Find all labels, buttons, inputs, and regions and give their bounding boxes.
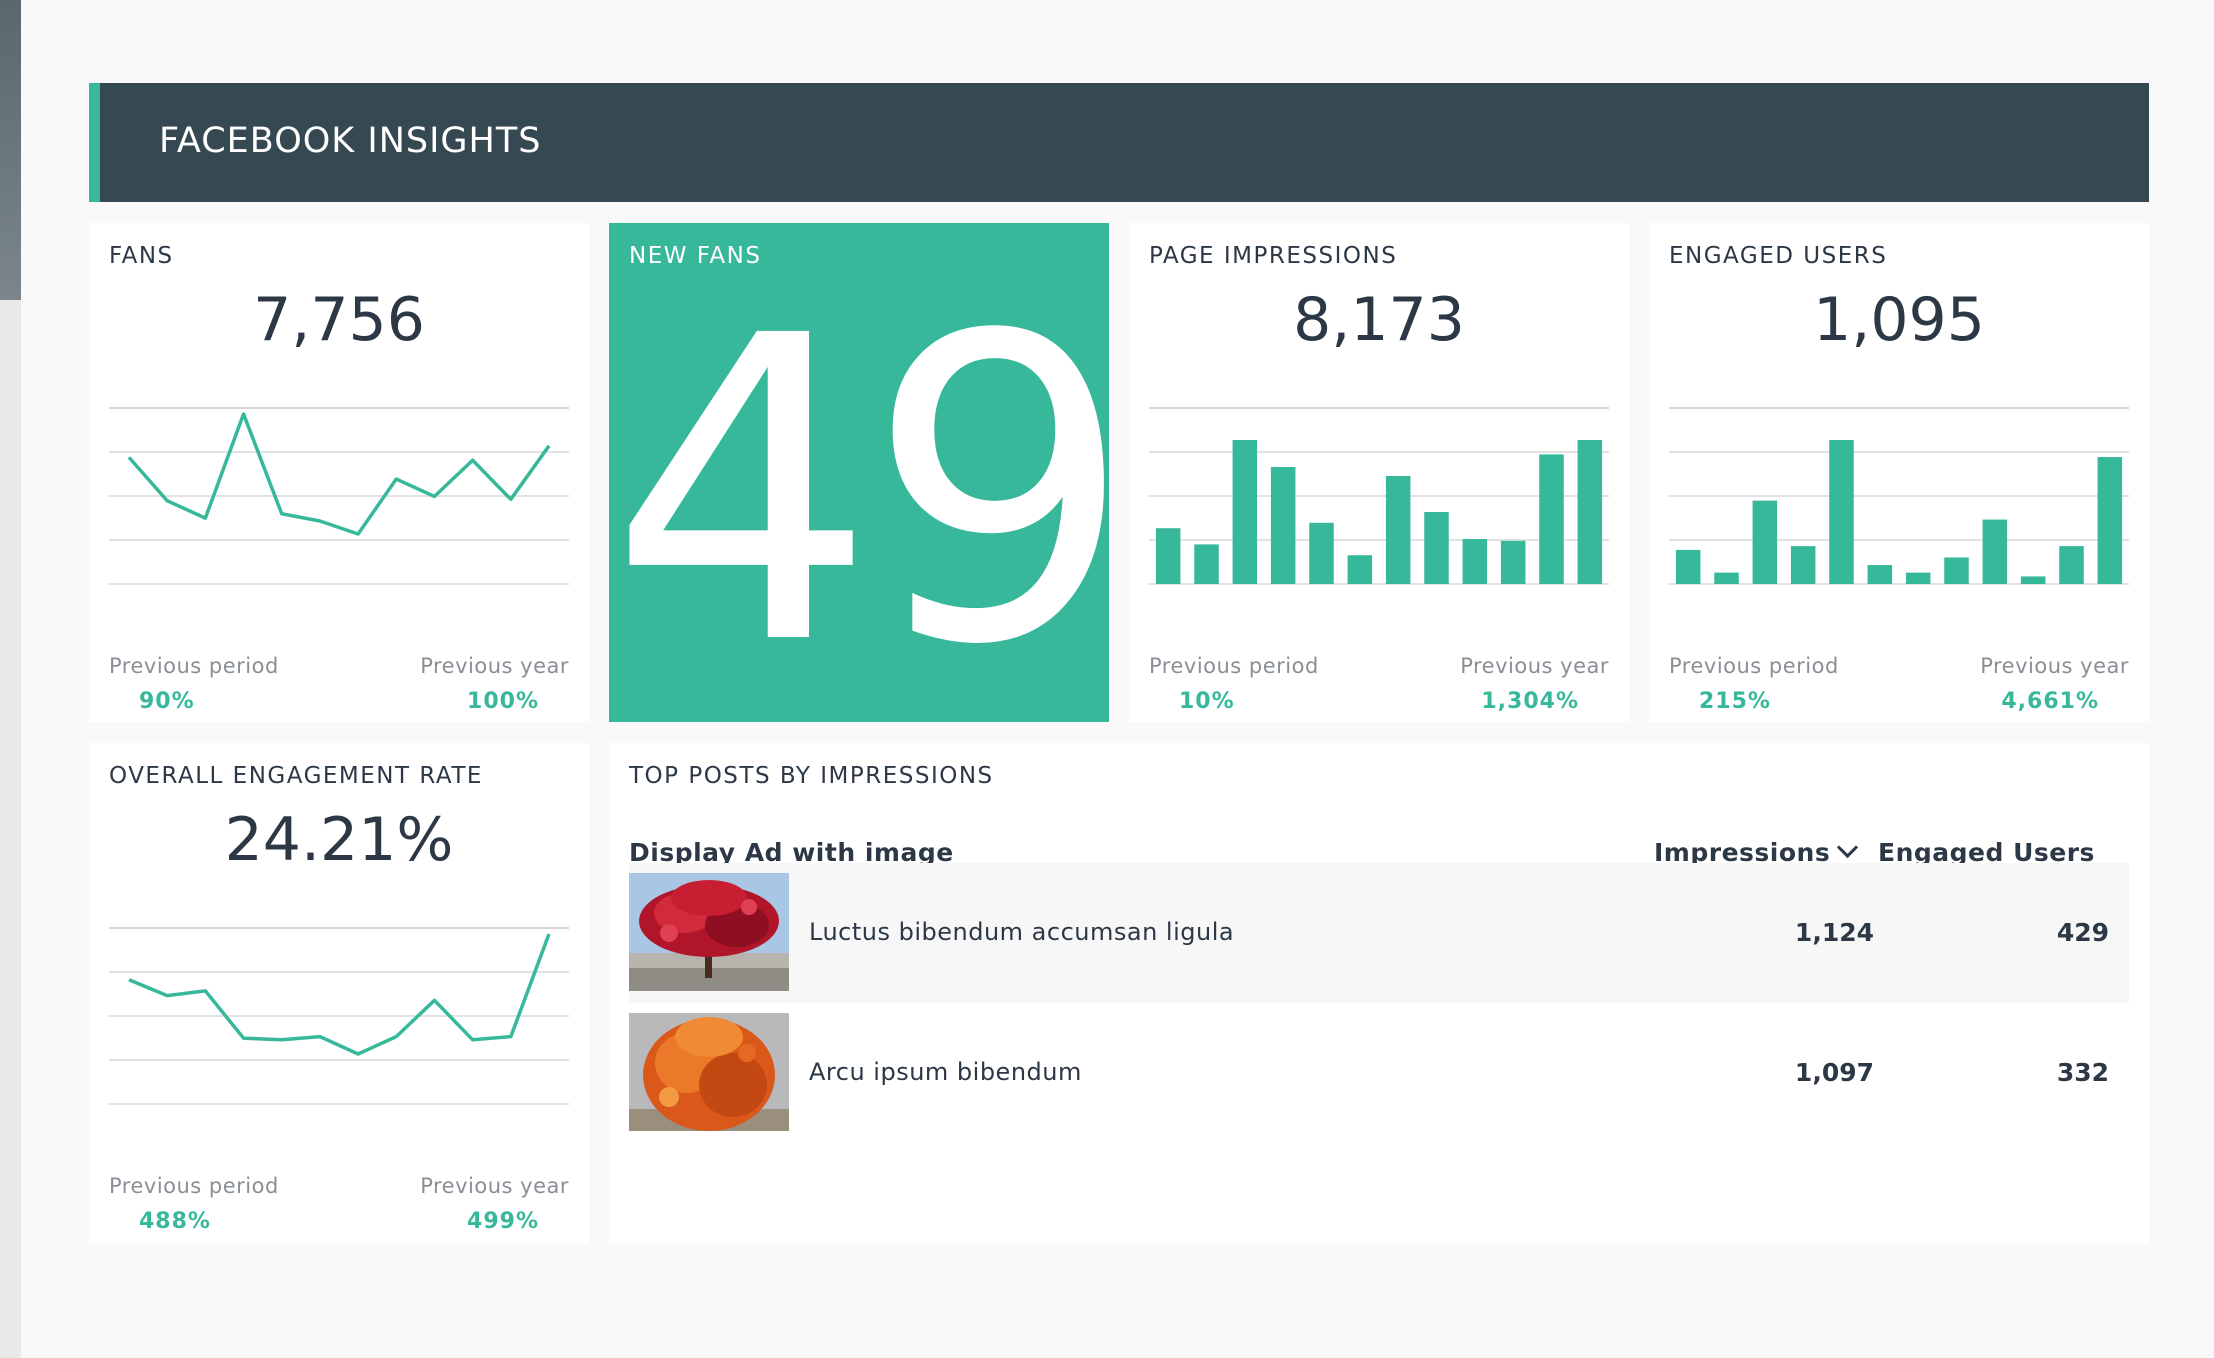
page-impressions-bar-chart [1149, 406, 1609, 586]
fans-series-line [127, 412, 551, 536]
top-posts-card: TOP POSTS BY IMPRESSIONS Display Ad with… [609, 743, 2149, 1243]
page_impressions-bar-0 [1155, 528, 1181, 584]
new-fans-value: 49 [609, 248, 1133, 737]
page-impressions-value: 8,173 [1293, 285, 1465, 355]
engaged_users-bar-0 [1675, 549, 1701, 584]
page_impressions-bar-3 [1270, 467, 1296, 584]
engaged-users-prev-year-label: Previous year [1980, 654, 2129, 678]
impressions-column-header[interactable]: Impressions [1654, 836, 1859, 867]
engaged-users-prev-period-value: 215% [1699, 689, 1771, 714]
post-column-header: Display Ad with image [629, 838, 954, 867]
engaged_users-bar-2 [1752, 500, 1778, 584]
page-title: FACEBOOK INSIGHTS [159, 121, 542, 161]
engaged_users-bar-8 [1982, 519, 2008, 584]
new-fans-card: NEW FANS 49 [609, 223, 1133, 737]
engaged-users-title: ENGAGED USERS [1669, 243, 1888, 269]
chevron-down-icon[interactable] [1837, 836, 1859, 859]
fans-card: FANS 7,756 Previous period Previous year… [89, 223, 589, 722]
engaged-users-value: 1,095 [1813, 285, 1985, 355]
post-impressions: 1,097 [1794, 1058, 1874, 1087]
page-impressions-prev-period-value: 10% [1179, 689, 1235, 714]
page_impressions-bar-4 [1309, 522, 1334, 584]
post-engaged-users: 429 [2056, 918, 2109, 947]
page-impressions-title: PAGE IMPRESSIONS [1149, 243, 1398, 269]
page_impressions-bar-10 [1539, 454, 1564, 584]
top-posts-title: TOP POSTS BY IMPRESSIONS [629, 763, 994, 789]
table-row[interactable]: Arcu ipsum bibendum 1,097 332 [629, 1003, 2129, 1143]
page_impressions-bar-6 [1385, 476, 1411, 584]
scrollbar-thumb[interactable] [0, 0, 21, 300]
engagement-rate-line-chart [109, 926, 569, 1106]
fans-prev-year-label: Previous year [420, 654, 569, 678]
engaged-users-prev-period-label: Previous period [1669, 654, 1839, 678]
fans-prev-period-value: 90% [139, 689, 195, 714]
page_impressions-bar-8 [1462, 539, 1488, 584]
post-thumbnail [629, 873, 789, 991]
post-impressions: 1,124 [1794, 918, 1874, 947]
engagement_rate-series-line [128, 933, 551, 1056]
page-impressions-card: PAGE IMPRESSIONS 8,173 Previous period P… [1129, 223, 1629, 722]
impressions-column-label: Impressions [1654, 838, 1831, 867]
left-scrollbar[interactable] [0, 0, 21, 1358]
page-impressions-prev-year-value: 1,304% [1481, 689, 1579, 714]
fans-prev-period-label: Previous period [109, 654, 279, 678]
post-text: Luctus bibendum accumsan ligula [809, 918, 1235, 946]
engaged-users-bar-chart [1669, 406, 2129, 586]
engagement-rate-prev-year-value: 499% [467, 1209, 539, 1234]
engaged-users-card: ENGAGED USERS 1,095 Previous period Prev… [1649, 223, 2149, 722]
engagement-rate-value: 24.21% [224, 805, 454, 875]
engaged-users-column-header: Engaged Users [1878, 838, 2095, 867]
engaged_users-bar-1 [1714, 572, 1739, 584]
page-impressions-prev-year-label: Previous year [1460, 654, 1609, 678]
engaged_users-bar-10 [2059, 546, 2084, 584]
fans-line-chart [109, 406, 569, 586]
page-impressions-prev-period-label: Previous period [1149, 654, 1319, 678]
engagement-rate-prev-period-value: 488% [139, 1209, 211, 1234]
engagement-rate-prev-year-label: Previous year [420, 1174, 569, 1198]
engagement-rate-title: OVERALL ENGAGEMENT RATE [109, 763, 483, 789]
fans-title: FANS [109, 243, 174, 269]
page_impressions-bar-5 [1347, 555, 1373, 584]
engaged_users-bar-7 [1944, 557, 1969, 584]
engagement-rate-card: OVERALL ENGAGEMENT RATE 24.21% Previous … [89, 743, 589, 1243]
fans-prev-year-value: 100% [467, 689, 539, 714]
page_impressions-bar-11 [1577, 440, 1603, 584]
engaged-users-prev-year-value: 4,661% [2001, 689, 2099, 714]
engaged_users-bar-4 [1829, 440, 1854, 584]
engaged_users-bar-9 [2020, 576, 2046, 584]
engaged_users-bar-6 [1905, 572, 1931, 584]
post-engaged-users: 332 [2056, 1058, 2109, 1087]
page_impressions-bar-9 [1500, 540, 1526, 584]
engagement-rate-prev-period-label: Previous period [109, 1174, 279, 1198]
page_impressions-bar-1 [1194, 544, 1219, 584]
engaged_users-bar-11 [2097, 457, 2123, 584]
engaged_users-bar-5 [1867, 565, 1893, 584]
new-fans-title: NEW FANS [629, 243, 762, 269]
post-thumbnail [629, 1013, 789, 1131]
post-text: Arcu ipsum bibendum [809, 1058, 1082, 1086]
page_impressions-bar-7 [1424, 512, 1449, 584]
engaged_users-bar-3 [1790, 546, 1816, 584]
table-row[interactable]: Luctus bibendum accumsan ligula 1,124 42… [629, 863, 2129, 1003]
page_impressions-bar-2 [1232, 440, 1258, 584]
fans-value: 7,756 [253, 285, 425, 355]
dashboard-header: FACEBOOK INSIGHTS [89, 83, 2149, 202]
